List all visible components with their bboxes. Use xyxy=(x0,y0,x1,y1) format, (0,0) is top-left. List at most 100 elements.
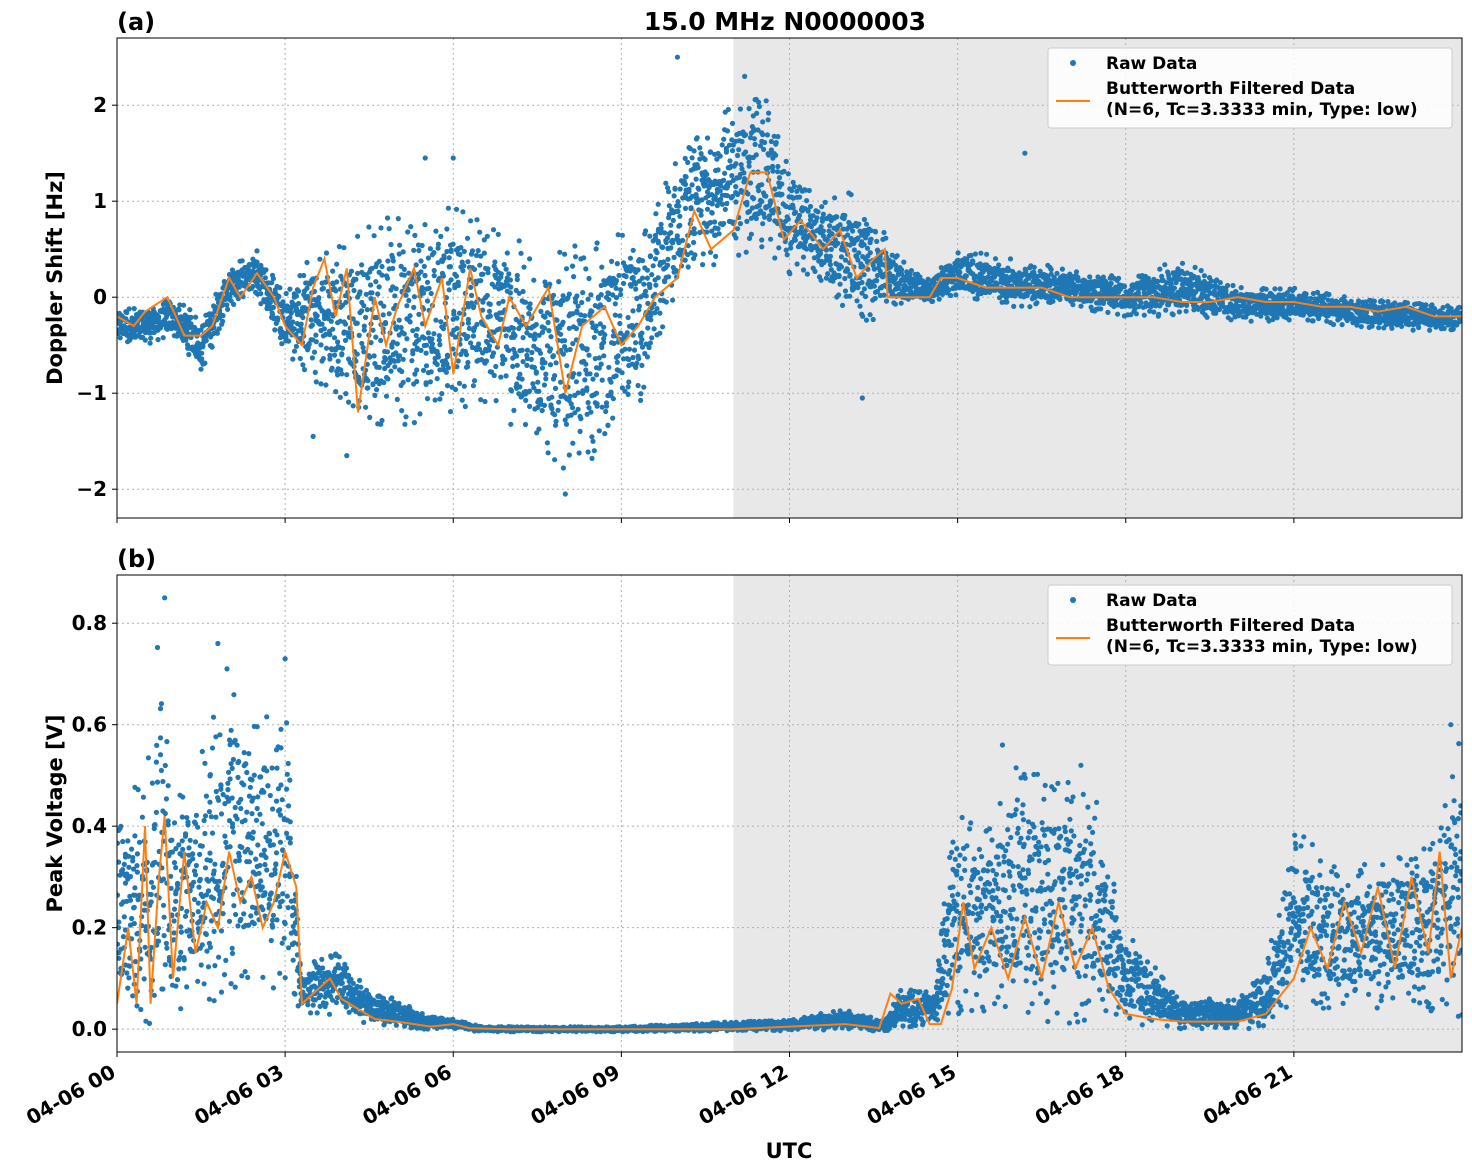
raw-data-point xyxy=(713,253,719,259)
raw-data-point xyxy=(633,281,639,287)
raw-data-point xyxy=(800,267,807,273)
raw-data-point xyxy=(1132,301,1138,307)
raw-data-point xyxy=(612,312,618,318)
raw-data-point xyxy=(593,246,599,252)
raw-data-point xyxy=(1179,260,1186,266)
raw-data-point xyxy=(1220,303,1226,309)
raw-data-point xyxy=(301,367,308,373)
raw-data-point xyxy=(804,198,810,204)
raw-data-point xyxy=(1389,325,1395,331)
raw-data-point xyxy=(572,254,579,260)
raw-data-point xyxy=(334,279,340,285)
raw-data-point xyxy=(508,421,514,427)
raw-data-point xyxy=(537,397,544,403)
raw-data-point xyxy=(578,416,584,422)
raw-data-point xyxy=(783,158,789,164)
raw-data-point xyxy=(820,211,827,217)
raw-data-point xyxy=(645,300,651,306)
raw-data-point xyxy=(1223,288,1229,294)
raw-data-point xyxy=(407,319,413,325)
raw-data-point xyxy=(388,368,394,374)
raw-data-point xyxy=(1031,264,1037,270)
raw-data-point xyxy=(470,383,476,389)
raw-data-point xyxy=(539,407,545,414)
raw-data-point xyxy=(288,310,294,316)
raw-data-point xyxy=(344,372,350,378)
raw-data-point xyxy=(118,823,124,829)
raw-data-point xyxy=(1341,294,1347,300)
raw-data-point xyxy=(887,283,893,289)
raw-data-point xyxy=(1284,290,1290,296)
raw-data-point xyxy=(457,251,463,258)
raw-data-point xyxy=(493,398,499,404)
raw-data-point xyxy=(435,260,441,266)
raw-data-point xyxy=(861,272,867,278)
raw-data-point xyxy=(291,348,298,354)
raw-data-point xyxy=(471,378,478,384)
y-tick-label: 1 xyxy=(93,189,107,213)
raw-data-point xyxy=(634,360,640,366)
raw-data-point xyxy=(638,391,644,397)
raw-data-point xyxy=(908,268,915,274)
raw-data-point xyxy=(587,371,593,377)
raw-data-point xyxy=(519,347,525,353)
raw-data-point xyxy=(709,228,715,234)
raw-data-point xyxy=(1175,266,1181,272)
raw-data-point xyxy=(482,398,488,405)
raw-data-point xyxy=(313,339,319,345)
raw-data-point xyxy=(293,293,299,299)
raw-data-point xyxy=(1201,273,1207,279)
raw-data-point xyxy=(156,315,162,321)
raw-data-point xyxy=(1225,282,1231,289)
raw-data-point xyxy=(784,252,790,258)
raw-data-point xyxy=(520,288,526,295)
raw-data-point xyxy=(729,120,736,126)
raw-data-point xyxy=(312,369,318,375)
raw-data-point xyxy=(557,249,563,255)
raw-data-point xyxy=(280,301,286,307)
raw-data-point xyxy=(791,183,798,190)
raw-data-point xyxy=(741,170,747,176)
raw-data-point xyxy=(1031,290,1037,296)
raw-data-point xyxy=(957,269,963,276)
raw-data-point xyxy=(744,218,750,224)
raw-data-point xyxy=(630,354,636,361)
raw-data-point xyxy=(569,405,576,411)
raw-data-point xyxy=(524,362,530,368)
raw-data-point xyxy=(390,265,396,271)
raw-data-point xyxy=(477,229,483,235)
raw-data-point xyxy=(490,227,497,233)
raw-data-point xyxy=(117,925,122,931)
raw-data-point xyxy=(323,279,329,285)
raw-data-point xyxy=(464,364,471,370)
raw-data-point xyxy=(857,228,863,234)
raw-data-point xyxy=(134,851,140,857)
raw-data-point xyxy=(447,264,454,270)
raw-data-point xyxy=(331,352,338,358)
raw-data-point xyxy=(978,250,984,256)
raw-data-point xyxy=(539,365,546,371)
raw-data-point xyxy=(796,212,803,218)
raw-data-point xyxy=(308,317,314,323)
raw-data-point xyxy=(323,250,330,256)
raw-data-point xyxy=(611,340,617,346)
raw-data-point xyxy=(726,142,733,148)
raw-data-point xyxy=(528,356,534,362)
raw-data-point xyxy=(427,246,433,252)
raw-data-point xyxy=(580,388,586,394)
raw-data-point xyxy=(474,217,480,223)
raw-data-point xyxy=(685,243,691,249)
raw-data-point xyxy=(361,327,367,333)
raw-data-point xyxy=(805,207,811,213)
raw-data-point xyxy=(666,274,672,280)
raw-data-point xyxy=(323,331,329,337)
raw-data-point xyxy=(435,245,441,251)
raw-data-point xyxy=(1136,303,1142,310)
raw-data-point xyxy=(874,278,880,284)
raw-data-point xyxy=(585,296,591,302)
raw-data-point xyxy=(743,132,749,138)
raw-data-point xyxy=(498,271,504,277)
raw-data-point xyxy=(225,306,231,312)
raw-data-point xyxy=(402,347,408,353)
raw-data-point xyxy=(1300,312,1306,318)
